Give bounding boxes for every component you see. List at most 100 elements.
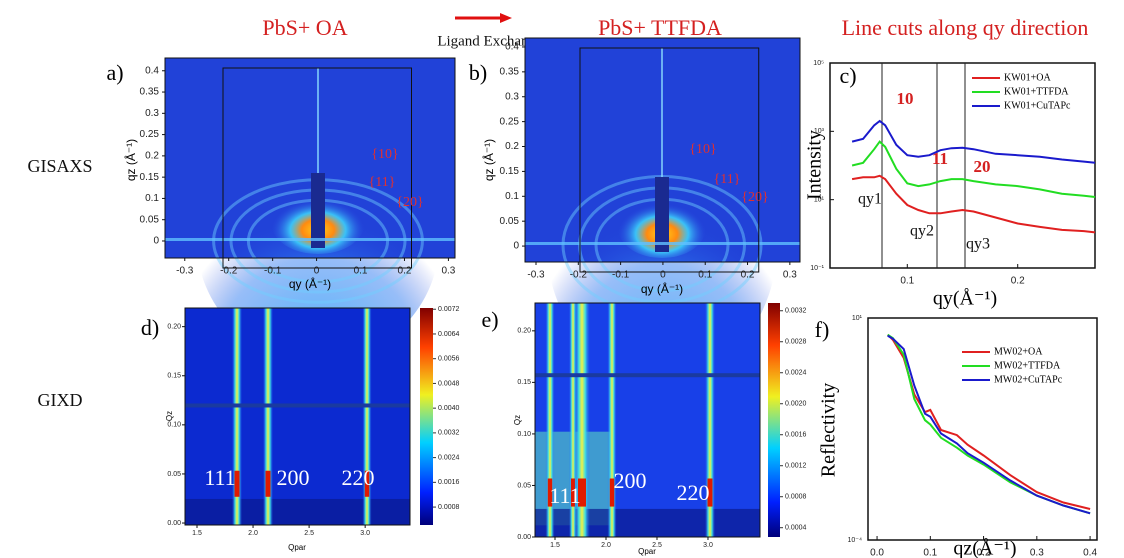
plot-frame xyxy=(829,62,1096,269)
x-tick-label: 1.5 xyxy=(550,542,560,549)
y-axis-label: Qz xyxy=(165,411,174,421)
colorbar-tick-label: 0.0048 xyxy=(438,380,460,387)
colorbar xyxy=(420,308,433,525)
y-tick-label: 0.2 xyxy=(505,141,519,152)
y-tick-label: 0.15 xyxy=(167,373,181,380)
y-tick-label: 10¹ xyxy=(814,197,825,204)
annotation: {11} xyxy=(714,172,741,187)
x-tick-label: 0.2 xyxy=(1011,276,1025,287)
annotation: {10} xyxy=(689,142,716,157)
colorbar-tick-label: 0.0008 xyxy=(438,504,460,511)
header: Line cuts along qy direction xyxy=(842,15,1089,40)
heatmap-image xyxy=(232,308,242,525)
annotation: 11 xyxy=(932,149,948,168)
y-tick-label: 0.05 xyxy=(140,214,160,225)
colorbar-tick-label: 0.0016 xyxy=(438,479,460,486)
x-tick-label: 0.1 xyxy=(900,276,914,287)
y-axis-label: Qz xyxy=(513,415,522,425)
series-line xyxy=(851,174,1096,234)
heatmap-image xyxy=(185,308,410,525)
series-line xyxy=(851,140,1096,198)
annotation: {20} xyxy=(396,195,423,210)
panel-label: b) xyxy=(469,60,487,85)
colorbar-tick-label: 0.0040 xyxy=(438,405,460,412)
heatmap-image xyxy=(571,478,575,507)
y-tick-label: 0.25 xyxy=(140,129,160,140)
x-axis-label: Qpar xyxy=(288,543,306,552)
colorbar-tick-label: 0.0012 xyxy=(785,463,807,470)
colorbar-tick-label: 0.0004 xyxy=(785,525,807,532)
heatmap-image xyxy=(569,303,577,537)
plot-frame xyxy=(534,302,761,538)
heatmap-image xyxy=(547,478,553,507)
y-tick-label: 0.10 xyxy=(167,422,181,429)
x-axis-label: qy(Å⁻¹) xyxy=(933,288,997,310)
y-tick-label: 0.05 xyxy=(167,471,181,478)
x-axis-label: qy (Å⁻¹) xyxy=(641,281,683,296)
y-tick-label: 0.00 xyxy=(517,534,531,541)
heatmap-image xyxy=(364,470,370,497)
x-tick-label: -0.2 xyxy=(220,266,238,277)
colorbar-tick-label: 0.0016 xyxy=(785,432,807,439)
header: PbS+ TTFDA xyxy=(598,15,722,40)
row-label: GISAXS xyxy=(27,156,92,176)
x-tick-label: 0.1 xyxy=(923,548,937,558)
series-line xyxy=(887,334,1091,515)
y-tick-label: 0.05 xyxy=(500,216,520,227)
panel-label: e) xyxy=(481,307,498,332)
y-tick-label: 0 xyxy=(153,236,159,247)
x-tick-label: 3.0 xyxy=(703,542,713,549)
y-tick-label: 0.3 xyxy=(505,91,519,102)
legend-label: MW02+TTFDA xyxy=(994,360,1061,371)
detector-frame xyxy=(222,67,412,269)
header: PbS+ OA xyxy=(262,15,347,40)
heatmap-image xyxy=(263,308,273,525)
x-tick-label: 0.3 xyxy=(441,266,455,277)
colorbar-tick-label: 0.0032 xyxy=(438,430,460,437)
annotation: {11} xyxy=(369,175,396,190)
x-tick-label: -0.3 xyxy=(176,266,194,277)
y-tick-label: 0.1 xyxy=(145,193,159,204)
x-tick-label: 2.5 xyxy=(652,542,662,549)
beam-stop xyxy=(655,177,669,252)
y-tick-label: 0.4 xyxy=(145,65,159,76)
y-axis-label: Intensity xyxy=(804,130,826,200)
y-tick-label: 10¹ xyxy=(852,315,863,322)
y-tick-label: 0.1 xyxy=(505,191,519,202)
x-tick-label: 0 xyxy=(314,266,320,277)
y-tick-label: 10⁻⁴ xyxy=(848,537,863,544)
colorbar xyxy=(768,303,780,537)
panel-label: f) xyxy=(815,317,830,342)
annotation: qy3 xyxy=(966,236,990,253)
panel-label: a) xyxy=(106,60,123,85)
y-axis-label: qz (Å⁻¹) xyxy=(123,139,138,181)
y-tick-label: 0.4 xyxy=(505,42,519,53)
plot-frame xyxy=(867,317,1098,541)
heatmap-image xyxy=(535,373,760,378)
y-tick-label: 0.10 xyxy=(517,431,531,438)
x-axis-label: qy (Å⁻¹) xyxy=(289,276,331,291)
y-tick-label: 0 xyxy=(513,241,519,252)
annotation: 220 xyxy=(677,480,710,505)
y-axis-label: Reflectivity xyxy=(818,383,840,477)
y-axis-label: qz (Å⁻¹) xyxy=(481,139,496,181)
plot-frame xyxy=(164,57,456,259)
arrow-head xyxy=(500,13,512,23)
x-tick-label: 0.1 xyxy=(354,266,368,277)
y-tick-label: 0.20 xyxy=(517,328,531,335)
heatmap-image xyxy=(362,308,372,525)
x-tick-label: 2.0 xyxy=(601,542,611,549)
x-tick-label: 0.3 xyxy=(1030,548,1044,558)
x-tick-label: 0.1 xyxy=(698,270,712,281)
y-tick-label: 0.2 xyxy=(145,151,159,162)
heatmap-image xyxy=(234,470,240,497)
y-tick-label: 0.05 xyxy=(517,482,531,489)
colorbar-tick-label: 0.0024 xyxy=(785,370,807,377)
annotation: 200 xyxy=(277,465,310,490)
x-tick-label: 2.5 xyxy=(304,530,314,537)
colorbar-tick-label: 0.0032 xyxy=(785,308,807,315)
x-tick-label: 0.2 xyxy=(741,270,755,281)
annotation: qy1 xyxy=(858,191,882,208)
heatmap-image xyxy=(707,478,713,507)
